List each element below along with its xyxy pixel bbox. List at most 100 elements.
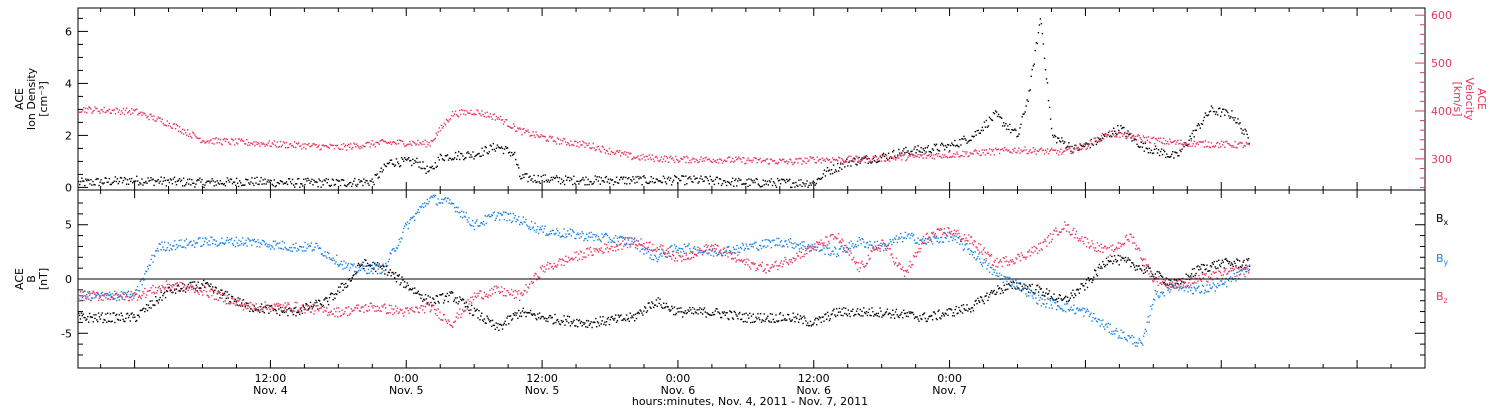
data-point [291,144,294,147]
data-point [801,163,803,165]
data-point [1012,281,1014,283]
data-point [1005,149,1007,151]
data-point [924,317,927,320]
data-point [422,161,424,163]
data-point [315,181,317,183]
data-point [948,308,950,310]
data-point [989,271,991,273]
data-point [1132,262,1134,264]
data-point [129,320,131,322]
data-point [382,263,384,265]
data-point [682,250,685,253]
data-point [724,160,727,162]
data-point [609,178,612,180]
data-point [628,320,630,322]
data-point [1035,289,1037,291]
data-point [749,243,752,246]
data-point [921,318,923,321]
data-point [1126,137,1128,139]
data-point [183,240,186,242]
data-point [988,296,990,298]
data-point [473,307,476,310]
data-point [497,116,500,119]
data-point [687,309,689,311]
data-point [83,107,85,109]
data-point [1065,148,1067,150]
data-point [217,182,219,184]
data-point [637,155,639,157]
data-point [713,313,716,316]
data-point [686,312,688,314]
data-point [1027,287,1029,290]
data-point [1181,280,1183,283]
data-point [830,253,832,255]
data-point [953,315,956,317]
data-point [900,313,902,315]
data-point [1248,257,1250,260]
data-point [407,227,409,230]
data-point [303,178,305,180]
data-point [686,183,688,185]
data-point [1124,131,1126,133]
data-point [556,176,559,179]
data-point [404,286,407,289]
data-point [1042,291,1044,293]
data-point [128,314,131,317]
data-point [903,237,905,239]
data-point [1063,150,1065,152]
data-point [410,217,412,219]
data-point [721,311,724,313]
data-point [219,242,221,244]
data-point [1219,265,1222,268]
data-point [169,290,171,292]
data-point [225,138,228,140]
data-point [441,198,443,200]
data-point [693,308,696,310]
data-point [972,310,975,312]
data-point [101,108,103,111]
data-point [587,236,590,238]
data-point [627,239,630,241]
data-point [213,143,215,145]
data-point [1238,142,1240,145]
data-point [639,176,641,178]
data-point [861,157,863,159]
data-point [1169,138,1171,140]
data-point [122,179,125,182]
data-point [422,140,424,143]
data-point [150,258,152,261]
data-point [210,139,212,141]
data-point [1152,136,1155,139]
data-point [1093,276,1095,278]
data-point [936,148,939,151]
data-point [1109,260,1111,262]
data-point [167,179,169,181]
data-point [922,148,924,150]
data-point [140,111,142,113]
data-point [856,240,859,242]
data-point [932,311,935,313]
data-point [882,243,884,245]
data-point [950,144,952,147]
data-point [330,144,332,146]
data-point [513,123,515,125]
data-point [1238,260,1241,262]
data-point [260,141,262,144]
data-point [198,138,200,140]
data-point [1086,308,1089,310]
data-point [1020,149,1022,151]
data-point [116,313,118,316]
data-point [135,180,137,182]
data-point [459,109,461,112]
data-point [539,227,542,229]
data-point [987,264,989,267]
data-point [436,204,438,206]
data-point [1168,156,1170,158]
data-point [826,318,828,320]
data-point [861,159,863,161]
data-point [514,312,516,314]
data-point [676,158,678,161]
data-point [232,181,235,183]
data-point [757,313,759,315]
data-point [742,156,744,159]
